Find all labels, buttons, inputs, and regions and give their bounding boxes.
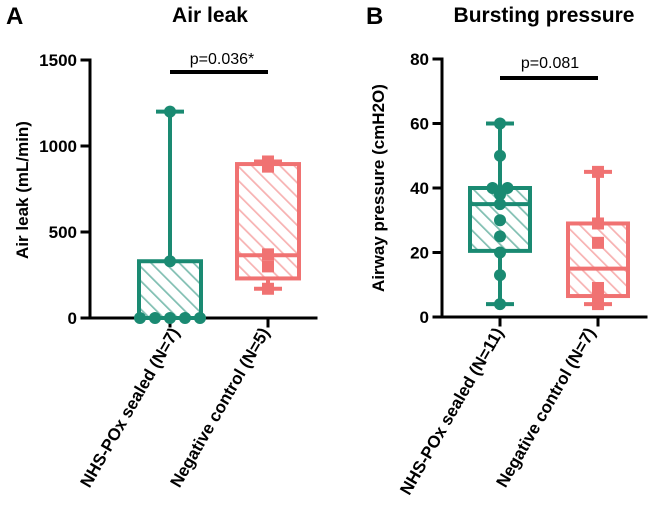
y-tick-label: 40 xyxy=(410,179,429,198)
panel-a: A Air leak Air leak (mL/min) p=0.036* 0 5… xyxy=(6,3,318,491)
category-label-1: NHS-POx sealed (N=11) xyxy=(396,325,507,499)
panel-b: B Bursting pressure Airway pressure (cmH… xyxy=(366,3,648,499)
data-point xyxy=(194,312,206,324)
data-point xyxy=(592,236,604,249)
plot-marks xyxy=(468,76,630,311)
y-tick-label: 0 xyxy=(68,309,77,328)
y-tick-label: 80 xyxy=(410,50,429,69)
chart-title: Air leak xyxy=(172,4,248,27)
box-group-2 xyxy=(235,155,301,295)
y-axis-label: Air leak (mL/min) xyxy=(13,121,32,259)
data-point xyxy=(494,269,506,282)
y-tick-label: 60 xyxy=(410,115,429,134)
significance-label: p=0.036* xyxy=(190,51,255,68)
significance-label: p=0.081 xyxy=(521,55,579,72)
data-point xyxy=(592,291,604,304)
box-group-2 xyxy=(566,165,630,311)
data-point xyxy=(262,260,274,273)
data-point xyxy=(494,246,506,259)
data-point xyxy=(149,312,161,324)
data-point xyxy=(592,217,604,230)
data-point xyxy=(262,248,274,261)
category-label-1: NHS-POx sealed (N=7) xyxy=(77,325,184,491)
y-ticks: 0 500 1000 1500 xyxy=(39,51,318,328)
data-point xyxy=(494,230,506,243)
category-label-2: Negative control (N=7) xyxy=(493,325,600,491)
data-point xyxy=(592,165,604,178)
y-tick-label: 20 xyxy=(410,244,429,263)
y-tick-label: 1500 xyxy=(39,51,77,70)
chart-title: Bursting pressure xyxy=(454,4,635,27)
category-label-2: Negative control (N=5) xyxy=(167,325,274,491)
data-point xyxy=(494,117,506,130)
data-point xyxy=(501,182,514,194)
y-tick-label: 500 xyxy=(49,223,77,242)
data-point xyxy=(494,198,506,211)
box-group-1 xyxy=(468,117,532,311)
data-point xyxy=(164,105,176,118)
panel-letter: A xyxy=(6,3,23,30)
box xyxy=(137,259,203,320)
panel-letter: B xyxy=(366,3,383,30)
data-point xyxy=(486,182,499,194)
y-ticks: 0 20 40 60 80 xyxy=(410,50,648,327)
box-group-1 xyxy=(134,105,206,324)
data-point xyxy=(179,312,191,324)
data-point xyxy=(494,214,506,227)
plot-marks xyxy=(134,70,301,324)
y-tick-label: 0 xyxy=(420,308,429,327)
y-tick-label: 1000 xyxy=(39,137,77,156)
data-point xyxy=(592,281,604,294)
data-point xyxy=(494,298,506,311)
y-axis-label: Airway pressure (cmH2O) xyxy=(369,84,388,292)
data-point xyxy=(134,312,146,324)
data-point xyxy=(494,149,506,162)
data-point xyxy=(262,282,274,295)
data-point xyxy=(262,155,274,168)
data-point xyxy=(164,312,176,324)
data-point xyxy=(164,255,176,268)
